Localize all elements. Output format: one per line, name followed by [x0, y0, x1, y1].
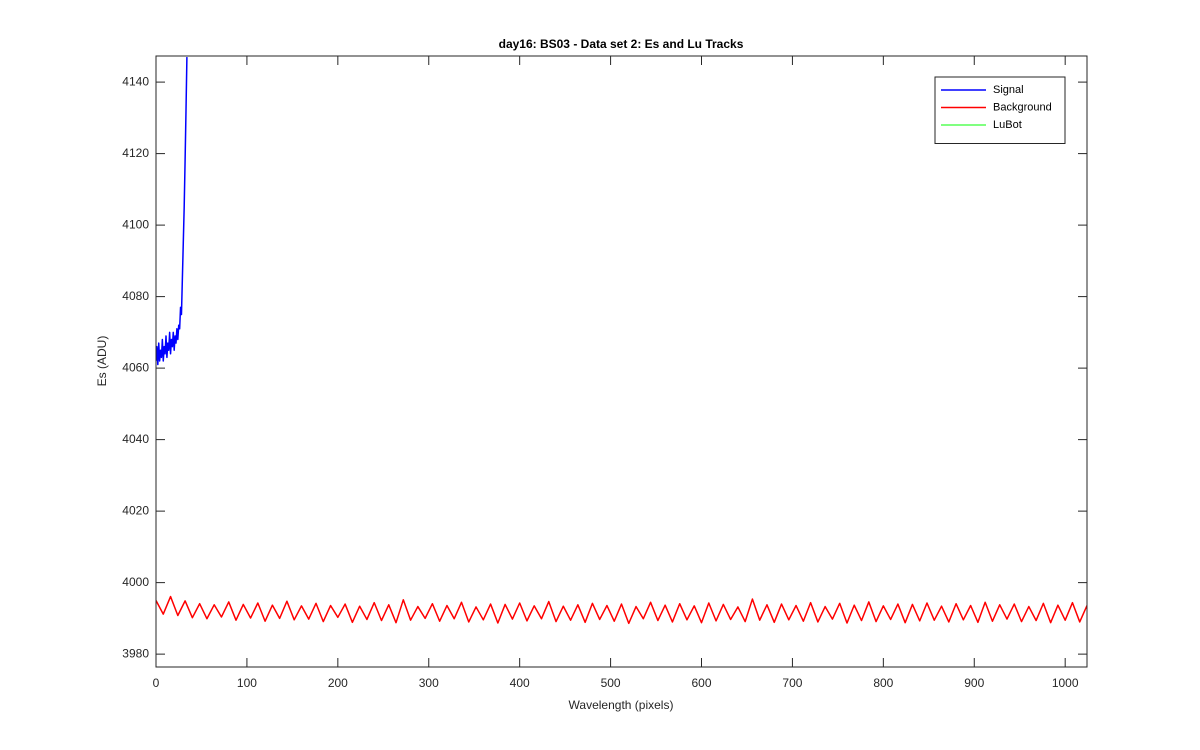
series-line	[156, 595, 1087, 625]
x-tick-label: 0	[153, 676, 160, 690]
x-tick-label: 600	[691, 676, 711, 690]
legend-label: LuBot	[993, 119, 1022, 131]
x-tick-label: 400	[510, 676, 530, 690]
plot-area	[156, 57, 1087, 625]
axes-box	[155, 55, 1088, 668]
x-tick-label: 900	[964, 676, 984, 690]
x-tick-label: 200	[328, 676, 348, 690]
legend: Signal Background LuBot	[934, 76, 1066, 144]
y-tick-label: 4060	[122, 360, 149, 374]
y-tick-label: 4140	[122, 74, 149, 88]
legend-label: Signal	[993, 84, 1024, 96]
x-axis-label: Wavelength (pixels)	[569, 698, 674, 712]
legend-box	[934, 76, 1066, 144]
series-line	[156, 57, 188, 366]
y-tick-label: 4080	[122, 289, 149, 303]
y-tick-label: 4120	[122, 146, 149, 160]
x-tick-label: 800	[873, 676, 893, 690]
x-tick-label: 1000	[1052, 676, 1079, 690]
legend-label: Background	[993, 101, 1052, 113]
y-tick-label: 4020	[122, 503, 149, 517]
x-tick-label: 700	[782, 676, 802, 690]
y-tick-label: 3980	[122, 646, 149, 660]
x-tick-label: 500	[601, 676, 621, 690]
x-tick-label: 300	[419, 676, 439, 690]
y-tick-label: 4040	[122, 432, 149, 446]
y-axis-label: Es (ADU)	[95, 336, 109, 387]
y-tick-label: 4100	[122, 217, 149, 231]
x-tick-label: 100	[237, 676, 257, 690]
chart-title: day16: BS03 - Data set 2: Es and Lu Trac…	[499, 37, 744, 51]
y-tick-label: 4000	[122, 575, 149, 589]
